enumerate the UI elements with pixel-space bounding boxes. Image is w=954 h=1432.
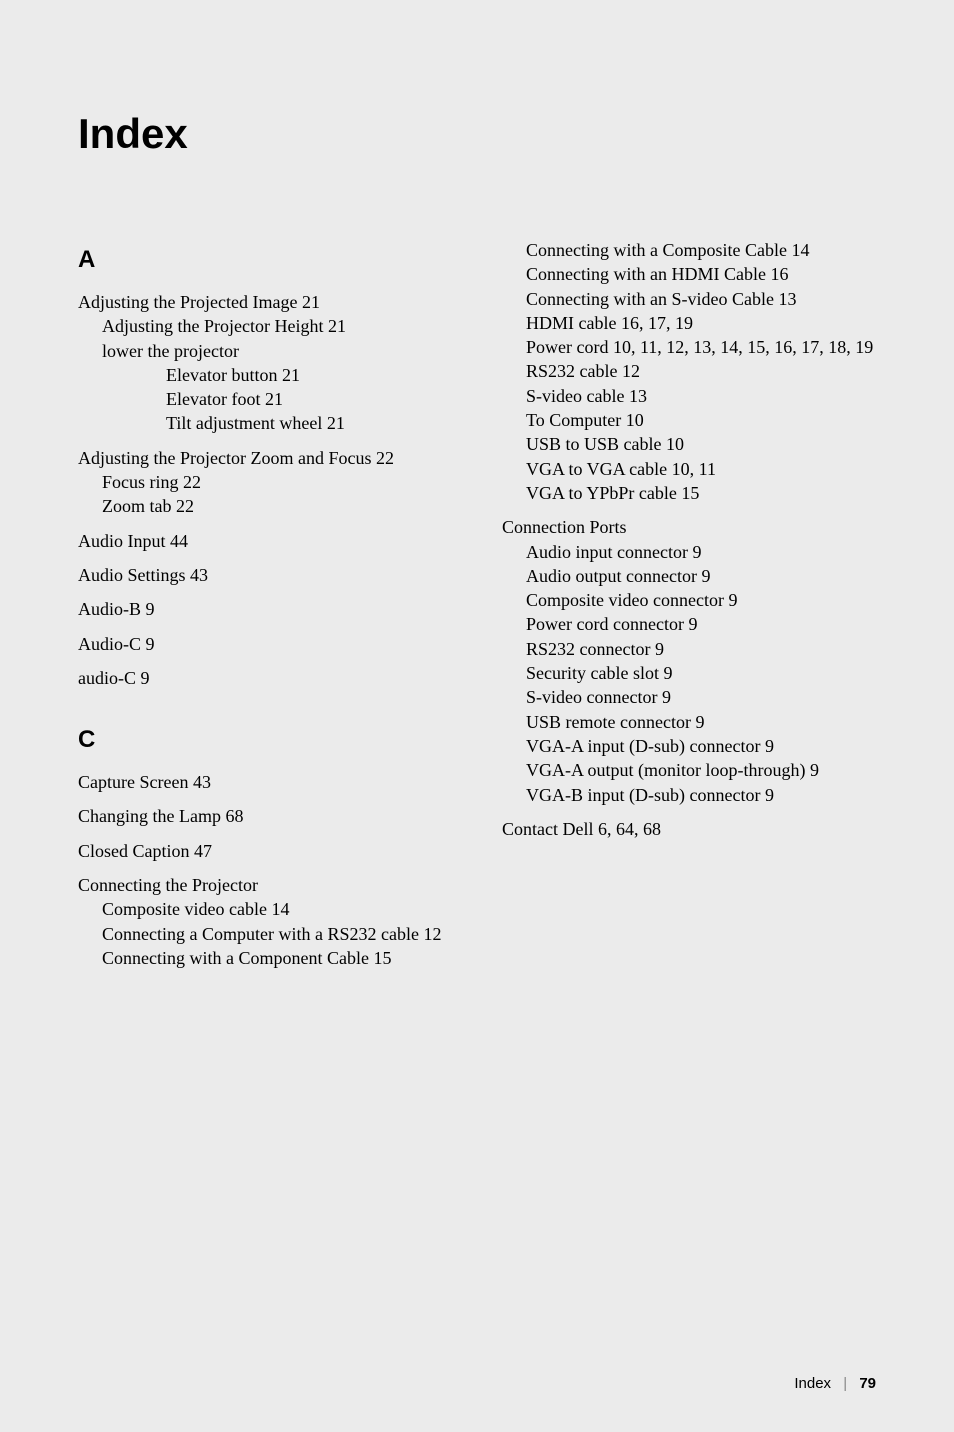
index-entry: Audio Input 44 — [78, 529, 452, 553]
sub-entry: lower the projector — [78, 339, 452, 363]
index-entry: Audio-B 9 — [78, 597, 452, 621]
index-entry: Adjusting the Projected Image 21 Adjusti… — [78, 290, 452, 436]
sub-sub-entry: Tilt adjustment wheel 21 — [78, 411, 452, 435]
sub-entry: Connecting with a Composite Cable 14 — [502, 238, 876, 262]
index-entry: Audio-C 9 — [78, 632, 452, 656]
sub-entry: Composite video cable 14 — [78, 897, 452, 921]
sub-entry: Adjusting the Projector Height 21 — [78, 314, 452, 338]
sub-sub-entry: Elevator button 21 — [78, 363, 452, 387]
sub-entry: USB to USB cable 10 — [502, 432, 876, 456]
sub-entry: Security cable slot 9 — [502, 661, 876, 685]
index-entry: Connection Ports Audio input connector 9… — [502, 515, 876, 807]
index-entry: audio-C 9 — [78, 666, 452, 690]
sub-entry: VGA-A input (D-sub) connector 9 — [502, 734, 876, 758]
section-letter-c: C — [78, 726, 452, 754]
entry-text: Adjusting the Projector Zoom and Focus 2… — [78, 446, 452, 470]
index-entry: Connecting the Projector Composite video… — [78, 873, 452, 970]
continuation-entries: Connecting with a Composite Cable 14 Con… — [502, 238, 876, 505]
page-footer: Index | 79 — [794, 1375, 876, 1392]
sub-entry: Zoom tab 22 — [78, 494, 452, 518]
sub-sub-entry: Elevator foot 21 — [78, 387, 452, 411]
sub-entry: RS232 connector 9 — [502, 637, 876, 661]
footer-page-number: 79 — [859, 1375, 876, 1392]
index-entry: Contact Dell 6, 64, 68 — [502, 817, 876, 841]
sub-entry: Connecting with an S-video Cable 13 — [502, 287, 876, 311]
index-entry: Audio Settings 43 — [78, 563, 452, 587]
right-column: Connecting with a Composite Cable 14 Con… — [502, 238, 876, 980]
sub-entry: Power cord connector 9 — [502, 612, 876, 636]
page-title: Index — [78, 110, 876, 158]
sub-entry: S-video cable 13 — [502, 384, 876, 408]
sub-entry: VGA-B input (D-sub) connector 9 — [502, 783, 876, 807]
sub-entry: HDMI cable 16, 17, 19 — [502, 311, 876, 335]
sub-entry: VGA-A output (monitor loop-through) 9 — [502, 758, 876, 782]
sub-entry: RS232 cable 12 — [502, 359, 876, 383]
index-columns: A Adjusting the Projected Image 21 Adjus… — [78, 238, 876, 980]
index-entry: Capture Screen 43 — [78, 770, 452, 794]
sub-entry: Audio output connector 9 — [502, 564, 876, 588]
section-letter-a: A — [78, 246, 452, 274]
sub-entry: VGA to VGA cable 10, 11 — [502, 457, 876, 481]
sub-entry: VGA to YPbPr cable 15 — [502, 481, 876, 505]
left-column: A Adjusting the Projected Image 21 Adjus… — [78, 238, 452, 980]
sub-entry: S-video connector 9 — [502, 685, 876, 709]
sub-entry: To Computer 10 — [502, 408, 876, 432]
footer-label: Index — [794, 1375, 831, 1392]
sub-entry: Connecting with a Component Cable 15 — [78, 946, 452, 970]
index-entry: Changing the Lamp 68 — [78, 804, 452, 828]
entry-text: Adjusting the Projected Image 21 — [78, 290, 452, 314]
sub-entry: Connecting a Computer with a RS232 cable… — [78, 922, 452, 946]
sub-entry: Focus ring 22 — [78, 470, 452, 494]
sub-entry: Connecting with an HDMI Cable 16 — [502, 262, 876, 286]
sub-entry: Power cord 10, 11, 12, 13, 14, 15, 16, 1… — [502, 335, 876, 359]
sub-entry: Audio input connector 9 — [502, 540, 876, 564]
entry-text: Connecting the Projector — [78, 873, 452, 897]
footer-separator: | — [843, 1375, 847, 1392]
entry-text: Connection Ports — [502, 515, 876, 539]
index-entry: Adjusting the Projector Zoom and Focus 2… — [78, 446, 452, 519]
sub-entry: USB remote connector 9 — [502, 710, 876, 734]
sub-entry: Composite video connector 9 — [502, 588, 876, 612]
index-entry: Closed Caption 47 — [78, 839, 452, 863]
